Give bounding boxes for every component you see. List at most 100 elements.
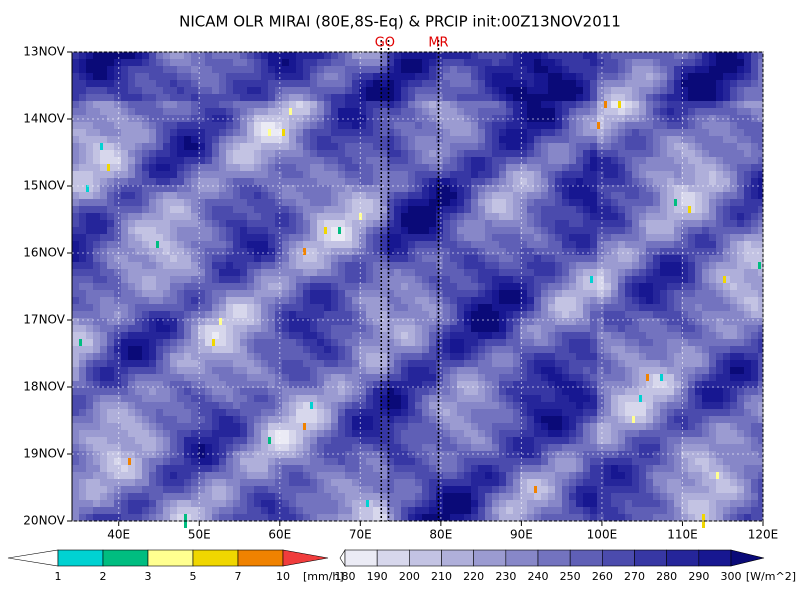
- field-cell: [380, 339, 388, 347]
- field-cell: [352, 143, 360, 151]
- field-cell: [142, 290, 150, 298]
- field-cell: [205, 276, 213, 284]
- field-cell: [338, 325, 346, 333]
- field-cell: [380, 213, 388, 221]
- field-cell: [618, 262, 626, 270]
- field-cell: [331, 276, 339, 284]
- field-cell: [471, 234, 479, 242]
- field-cell: [730, 283, 738, 291]
- field-cell: [576, 248, 584, 256]
- field-cell: [716, 325, 724, 333]
- field-cell: [569, 213, 577, 221]
- field-cell: [597, 283, 605, 291]
- field-cell: [583, 304, 591, 312]
- field-cell: [149, 318, 157, 326]
- field-cell: [86, 66, 94, 74]
- field-cell: [394, 66, 402, 74]
- field-cell: [324, 171, 332, 179]
- field-cell: [604, 297, 612, 305]
- field-cell: [261, 192, 269, 200]
- field-cell: [163, 87, 171, 95]
- field-cell: [590, 367, 598, 375]
- field-cell: [149, 374, 157, 382]
- field-cell: [268, 129, 276, 137]
- field-cell: [191, 297, 199, 305]
- field-cell: [758, 227, 764, 235]
- field-cell: [163, 332, 171, 340]
- field-cell: [667, 101, 675, 109]
- field-cell: [632, 395, 640, 403]
- field-cell: [149, 66, 157, 74]
- field-cell: [198, 367, 206, 375]
- field-cell: [114, 185, 122, 193]
- field-cell: [520, 381, 528, 389]
- field-cell: [163, 185, 171, 193]
- field-cell: [709, 220, 717, 228]
- field-cell: [429, 318, 437, 326]
- field-cell: [625, 73, 633, 81]
- field-cell: [296, 94, 304, 102]
- field-cell: [562, 52, 570, 60]
- field-cell: [534, 388, 542, 396]
- field-cell: [121, 80, 129, 88]
- field-cell: [93, 353, 101, 361]
- field-cell: [499, 283, 507, 291]
- field-cell: [702, 360, 710, 368]
- field-cell: [667, 66, 675, 74]
- field-cell: [506, 262, 514, 270]
- field-cell: [758, 269, 764, 277]
- field-cell: [191, 360, 199, 368]
- field-cell: [674, 206, 682, 214]
- field-cell: [135, 108, 143, 116]
- field-cell: [695, 150, 703, 158]
- field-cell: [758, 367, 764, 375]
- field-cell: [499, 318, 507, 326]
- field-cell: [758, 171, 764, 179]
- field-cell: [562, 262, 570, 270]
- field-cell: [100, 59, 108, 67]
- field-cell: [93, 402, 101, 410]
- field-cell: [548, 94, 556, 102]
- field-cell: [261, 269, 269, 277]
- field-cell: [436, 311, 444, 319]
- field-cell: [170, 73, 178, 81]
- field-cell: [709, 150, 717, 158]
- field-cell: [471, 241, 479, 249]
- field-cell: [660, 94, 668, 102]
- field-cell: [583, 150, 591, 158]
- field-cell: [387, 80, 395, 88]
- field-cell: [387, 262, 395, 270]
- field-cell: [275, 325, 283, 333]
- field-cell: [142, 346, 150, 354]
- field-cell: [751, 192, 759, 200]
- field-cell: [492, 122, 500, 130]
- field-cell: [436, 395, 444, 403]
- field-cell: [394, 185, 402, 193]
- field-cell: [534, 150, 542, 158]
- field-cell: [429, 52, 437, 60]
- field-cell: [583, 206, 591, 214]
- field-cell: [191, 150, 199, 158]
- field-cell: [429, 346, 437, 354]
- field-cell: [590, 248, 598, 256]
- field-cell: [296, 66, 304, 74]
- field-cell: [506, 227, 514, 235]
- field-cell: [604, 143, 612, 151]
- field-cell: [177, 395, 185, 403]
- field-cell: [268, 381, 276, 389]
- field-cell: [191, 136, 199, 144]
- field-cell: [324, 339, 332, 347]
- field-cell: [758, 199, 764, 207]
- field-cell: [268, 297, 276, 305]
- field-cell: [695, 374, 703, 382]
- field-cell: [758, 129, 764, 137]
- field-cell: [338, 80, 346, 88]
- field-cell: [408, 101, 416, 109]
- field-cell: [415, 171, 423, 179]
- field-cell: [387, 311, 395, 319]
- field-cell: [709, 171, 717, 179]
- field-cell: [107, 381, 115, 389]
- field-cell: [408, 339, 416, 347]
- field-cell: [436, 304, 444, 312]
- field-cell: [198, 164, 206, 172]
